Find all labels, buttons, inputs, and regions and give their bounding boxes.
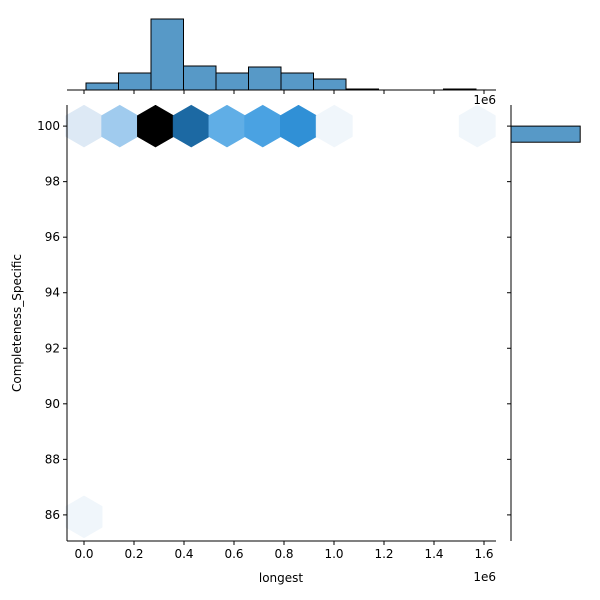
top-hist-bar <box>280 72 314 91</box>
y-tick-label: 98 <box>45 175 60 189</box>
x-tick-label: 1.0 <box>324 547 343 561</box>
hexbin <box>458 104 496 148</box>
x-tick-label: 1.4 <box>424 547 443 561</box>
x-tick-label: 1.6 <box>474 547 493 561</box>
top-hist-offset-label: 1e6 <box>473 93 496 107</box>
hexbin <box>172 104 210 148</box>
hexbin <box>65 104 103 148</box>
hexbin <box>65 495 103 539</box>
hexbin <box>101 104 139 148</box>
x-tick-label: 0.6 <box>224 547 243 561</box>
hexbin <box>137 104 174 148</box>
y-tick-label: 100 <box>37 119 60 133</box>
top-hist-bar <box>215 72 249 91</box>
y-tick-label: 96 <box>45 230 60 244</box>
y-tick-label: 90 <box>45 397 60 411</box>
x-offset-label: 1e6 <box>473 570 496 584</box>
x-tick-label: 0.8 <box>274 547 293 561</box>
x-axis-label: longest <box>259 571 304 585</box>
hexbin <box>315 104 353 148</box>
y-tick-label: 92 <box>45 341 60 355</box>
x-tick-label: 1.2 <box>374 547 393 561</box>
hexbin <box>208 104 246 148</box>
top-hist-bar <box>85 82 119 91</box>
top-hist-bar <box>248 66 282 91</box>
top-hist-bar <box>313 78 347 91</box>
y-tick-label: 86 <box>45 508 60 522</box>
right-hist-bar <box>510 125 581 143</box>
hexbin <box>280 104 317 148</box>
y-axis-label: Completeness_Specific <box>10 254 24 392</box>
y-tick-label: 88 <box>45 452 60 466</box>
top-hist-bar <box>183 65 217 91</box>
hexbin <box>244 104 282 148</box>
x-tick-label: 0.4 <box>174 547 193 561</box>
y-tick-label: 94 <box>45 286 60 300</box>
top-hist-bar <box>150 18 184 91</box>
x-tick-label: 0.0 <box>74 547 93 561</box>
x-tick-label: 0.2 <box>124 547 143 561</box>
top-hist-bar <box>118 72 152 91</box>
